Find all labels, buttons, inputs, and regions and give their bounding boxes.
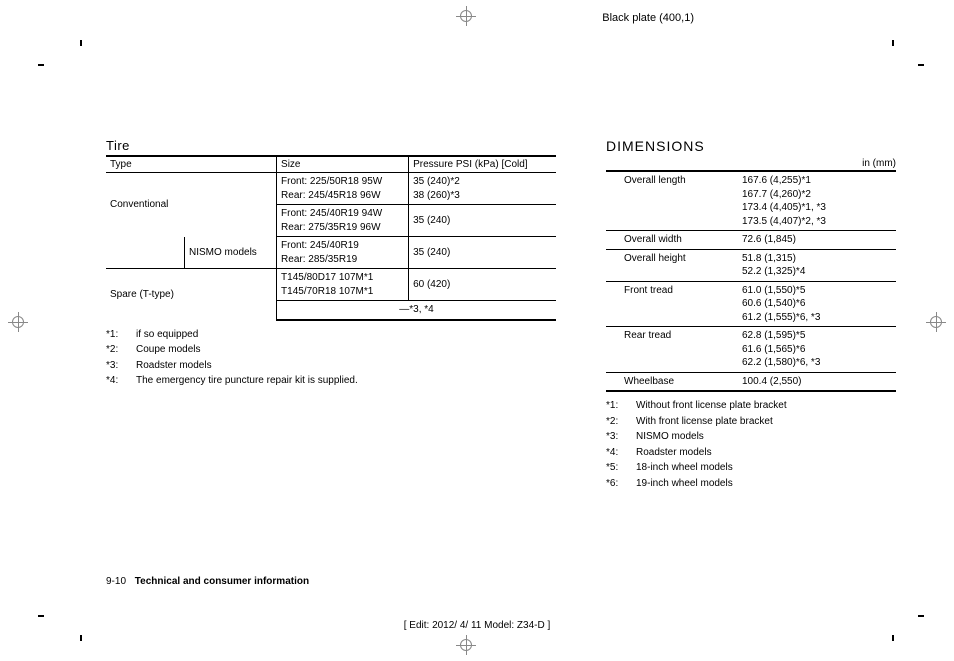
crop-tick [80, 40, 82, 46]
tire-pressure: 60 (420) [409, 269, 556, 301]
dim-value: 167.6 (4,255)*1167.7 (4,260)*2173.4 (4,4… [738, 171, 896, 231]
page-content: Tire Type Size Pressure PSI (kPa) [Cold]… [106, 138, 896, 491]
registration-mark-left [8, 312, 28, 332]
tire-table: Type Size Pressure PSI (kPa) [Cold] Conv… [106, 155, 556, 321]
tire-type-spare: Spare (T-type) [106, 269, 277, 320]
footnote: *5:18-inch wheel models [606, 460, 896, 476]
footnote: *4:Roadster models [606, 445, 896, 461]
dimensions-row: Overall height51.8 (1,315)52.2 (1,325)*4 [606, 249, 896, 281]
footnote: *6:19-inch wheel models [606, 476, 896, 492]
dim-value: 51.8 (1,315)52.2 (1,325)*4 [738, 249, 896, 281]
crop-tick [918, 64, 924, 66]
page-footer: 9-10 Technical and consumer information [106, 576, 309, 587]
dim-label: Rear tread [606, 327, 738, 373]
footnote: *1:if so equipped [106, 327, 556, 343]
tire-type-blank [106, 237, 185, 269]
footnote: *3:NISMO models [606, 429, 896, 445]
tire-pressure: 35 (240) [409, 205, 556, 237]
dimensions-row: Front tread61.0 (1,550)*560.6 (1,540)*66… [606, 281, 896, 327]
table-header: Type [106, 156, 277, 173]
tire-size: Front: 245/40R19Rear: 285/35R19 [277, 237, 409, 269]
dim-label: Front tread [606, 281, 738, 327]
dim-label: Wheelbase [606, 372, 738, 391]
tire-spare-note: —*3, *4 [277, 301, 556, 320]
tire-size: Front: 245/40R19 94WRear: 275/35R19 96W [277, 205, 409, 237]
tire-title: Tire [106, 138, 556, 153]
crop-tick [918, 615, 924, 617]
dimensions-table: Overall length167.6 (4,255)*1167.7 (4,26… [606, 170, 896, 392]
registration-mark-right [926, 312, 946, 332]
plate-header: Black plate (400,1) [602, 12, 694, 24]
tire-type-nismo: NISMO models [185, 237, 277, 269]
dimensions-footnotes: *1:Without front license plate bracket*2… [606, 398, 896, 491]
dim-value: 72.6 (1,845) [738, 231, 896, 250]
crop-tick [38, 64, 44, 66]
tire-footnotes: *1:if so equipped*2:Coupe models*3:Roads… [106, 327, 556, 389]
crop-tick [892, 40, 894, 46]
footnote: *1:Without front license plate bracket [606, 398, 896, 414]
tire-type-conventional: Conventional [106, 173, 277, 237]
edit-line: [ Edit: 2012/ 4/ 11 Model: Z34-D ] [0, 620, 954, 631]
footnote: *2:With front license plate bracket [606, 414, 896, 430]
dimensions-row: Overall length167.6 (4,255)*1167.7 (4,26… [606, 171, 896, 231]
dimensions-row: Rear tread62.8 (1,595)*561.6 (1,565)*662… [606, 327, 896, 373]
dimensions-row: Wheelbase100.4 (2,550) [606, 372, 896, 391]
tire-pressure: 35 (240) [409, 237, 556, 269]
table-header: Size [277, 156, 409, 173]
dim-value: 62.8 (1,595)*561.6 (1,565)*662.2 (1,580)… [738, 327, 896, 373]
footnote: *4:The emergency tire puncture repair ki… [106, 373, 556, 389]
registration-mark-top [456, 6, 476, 26]
dimensions-unit: in (mm) [606, 158, 896, 169]
dimensions-title: DIMENSIONS [606, 138, 896, 154]
crop-tick [892, 635, 894, 641]
dim-value: 100.4 (2,550) [738, 372, 896, 391]
dimensions-section: DIMENSIONS in (mm) Overall length167.6 (… [606, 138, 896, 491]
dimensions-row: Overall width72.6 (1,845) [606, 231, 896, 250]
crop-tick [38, 615, 44, 617]
tire-pressure: 35 (240)*238 (260)*3 [409, 173, 556, 205]
page-section-name: Technical and consumer information [135, 576, 309, 587]
dim-label: Overall length [606, 171, 738, 231]
tire-section: Tire Type Size Pressure PSI (kPa) [Cold]… [106, 138, 556, 491]
dim-label: Overall width [606, 231, 738, 250]
page-number: 9-10 [106, 576, 126, 587]
registration-mark-bottom [456, 635, 476, 655]
dim-label: Overall height [606, 249, 738, 281]
footnote: *3:Roadster models [106, 358, 556, 374]
tire-size: Front: 225/50R18 95WRear: 245/45R18 96W [277, 173, 409, 205]
tire-size: T145/80D17 107M*1T145/70R18 107M*1 [277, 269, 409, 301]
crop-tick [80, 635, 82, 641]
dim-value: 61.0 (1,550)*560.6 (1,540)*661.2 (1,555)… [738, 281, 896, 327]
table-header: Pressure PSI (kPa) [Cold] [409, 156, 556, 173]
footnote: *2:Coupe models [106, 342, 556, 358]
